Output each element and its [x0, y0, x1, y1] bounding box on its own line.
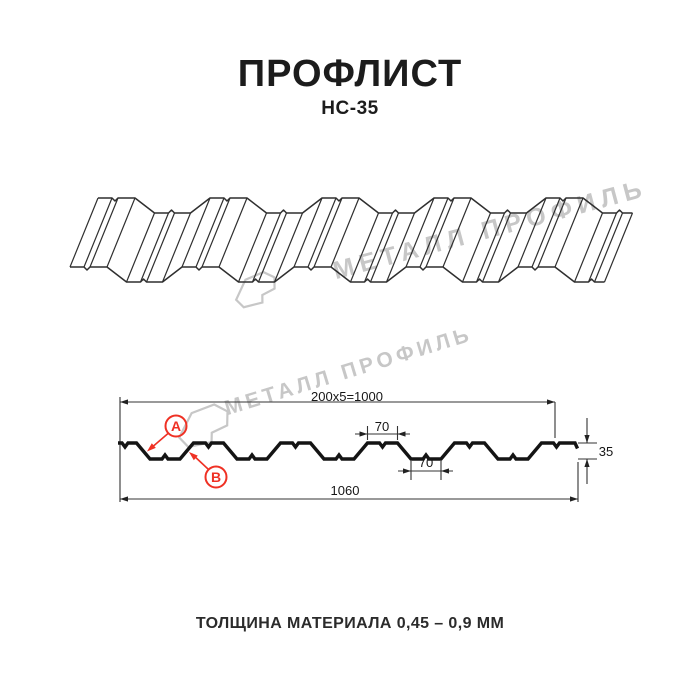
page-subtitle: НС-35 [321, 98, 379, 119]
dimension-valley-width: 70 [418, 455, 434, 470]
callout-a-label: A [170, 418, 182, 434]
profile-cross-section-drawing [118, 397, 597, 502]
dimension-crest-width: 70 [374, 419, 390, 434]
metall-profil-logo-icon [177, 403, 229, 449]
profile-sheet-3d-drawing [69, 197, 634, 283]
callout-b-label: B [210, 469, 222, 485]
dimension-total-width: 1060 [330, 483, 360, 498]
dimension-height: 35 [598, 444, 614, 459]
page-title: ПРОФЛИСТ [237, 53, 463, 95]
material-thickness-note: ТОЛЩИНА МАТЕРИАЛА 0,45 – 0,9 ММ [195, 615, 505, 632]
dimension-top-width: 200x5=1000 [311, 389, 383, 404]
metall-profil-logo-icon [234, 270, 276, 309]
